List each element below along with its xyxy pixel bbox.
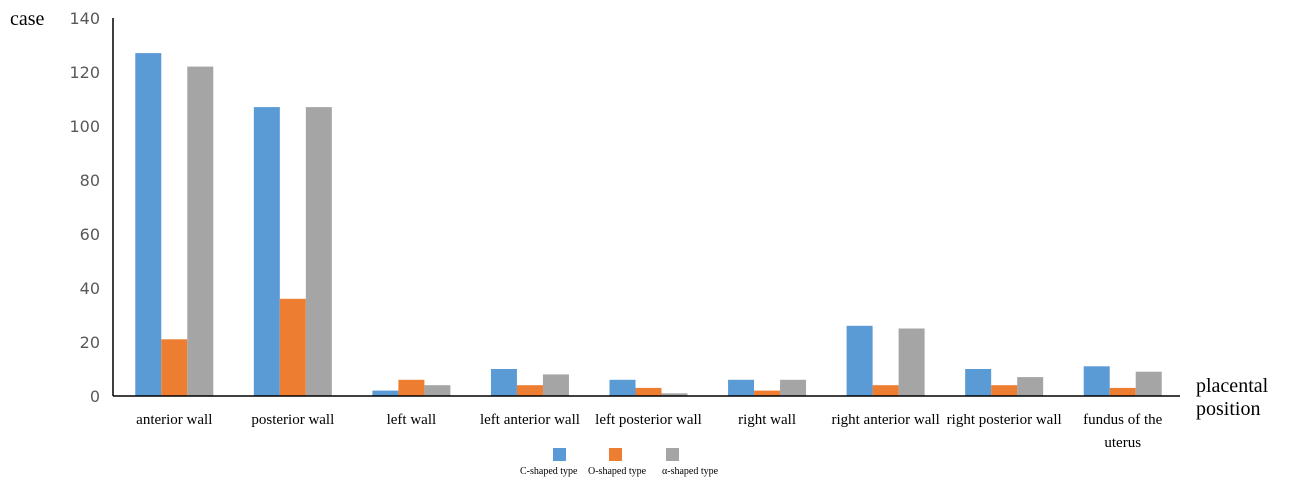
x-category-label-line: right anterior wall	[831, 412, 939, 428]
x-category-label-line: left anterior wall	[480, 412, 580, 428]
bar	[1083, 366, 1110, 396]
x-category-label-line: posterior wall	[251, 412, 334, 428]
bar	[728, 379, 755, 396]
bar	[872, 385, 899, 396]
y-axis-title: case	[10, 8, 45, 30]
bar	[424, 385, 451, 396]
bar	[516, 385, 543, 396]
x-category-label: posterior wall	[251, 412, 334, 428]
bar	[754, 390, 781, 396]
x-category-label: fundus of the uterus	[1083, 412, 1162, 451]
legend: C-shaped type O-shaped type α-shaped type	[520, 448, 719, 477]
x-axis-title-line-1: placental	[1196, 375, 1269, 397]
bar	[135, 53, 162, 396]
bar	[187, 66, 214, 396]
x-category-label-line: anterior wall	[136, 412, 212, 428]
bar	[661, 393, 688, 396]
legend-label: O-shaped type	[588, 466, 647, 477]
bar	[253, 107, 280, 396]
x-axis-labels: anterior wall posterior wall left wall left…	[136, 412, 1162, 451]
x-category-label: right anterior wall	[831, 412, 939, 428]
legend-swatch	[666, 448, 679, 461]
legend-label: C-shaped type	[520, 466, 578, 477]
bar	[965, 369, 992, 396]
x-category-label-line: uterus	[1104, 435, 1141, 451]
bar	[305, 107, 332, 396]
bar	[490, 369, 517, 396]
x-category-label-line: left wall	[387, 412, 437, 428]
legend-swatch	[553, 448, 566, 461]
x-category-label-line: right posterior wall	[947, 412, 1062, 428]
y-axis-ticks: 0 20 40 60 80 100 120 140	[69, 9, 100, 406]
bar	[372, 390, 399, 396]
bar	[991, 385, 1018, 396]
bars-group	[135, 53, 1162, 396]
bar	[279, 298, 306, 396]
bar	[898, 328, 925, 396]
x-axis-title-line-2: position	[1196, 398, 1260, 420]
y-tick-label: 100	[69, 117, 100, 136]
bar	[635, 387, 662, 396]
y-tick-label: 0	[90, 387, 100, 406]
bar	[609, 379, 636, 396]
x-category-label: left wall	[387, 412, 437, 428]
bar	[1017, 377, 1044, 396]
x-category-label: right posterior wall	[947, 412, 1062, 428]
bar	[780, 379, 807, 396]
x-category-label-line: left posterior wall	[595, 412, 702, 428]
legend-swatch	[609, 448, 622, 461]
y-tick-label: 20	[80, 333, 100, 352]
bar	[398, 379, 425, 396]
bar	[1109, 387, 1136, 396]
bar	[161, 339, 188, 396]
legend-label: α-shaped type	[662, 466, 719, 477]
y-tick-label: 40	[80, 279, 100, 298]
y-tick-label: 80	[80, 171, 100, 190]
bar	[1135, 371, 1162, 396]
x-category-label-line: fundus of the	[1083, 412, 1162, 428]
x-category-label: anterior wall	[136, 412, 212, 428]
x-category-label: left anterior wall	[480, 412, 580, 428]
x-axis-title: placental position	[1196, 375, 1273, 420]
y-tick-label: 140	[69, 9, 100, 28]
y-tick-label: 120	[69, 63, 100, 82]
x-category-label: right wall	[738, 412, 796, 428]
bar	[542, 374, 569, 396]
y-tick-label: 60	[80, 225, 100, 244]
x-category-label-line: right wall	[738, 412, 796, 428]
x-category-label: left posterior wall	[595, 412, 702, 428]
bar	[846, 325, 873, 396]
